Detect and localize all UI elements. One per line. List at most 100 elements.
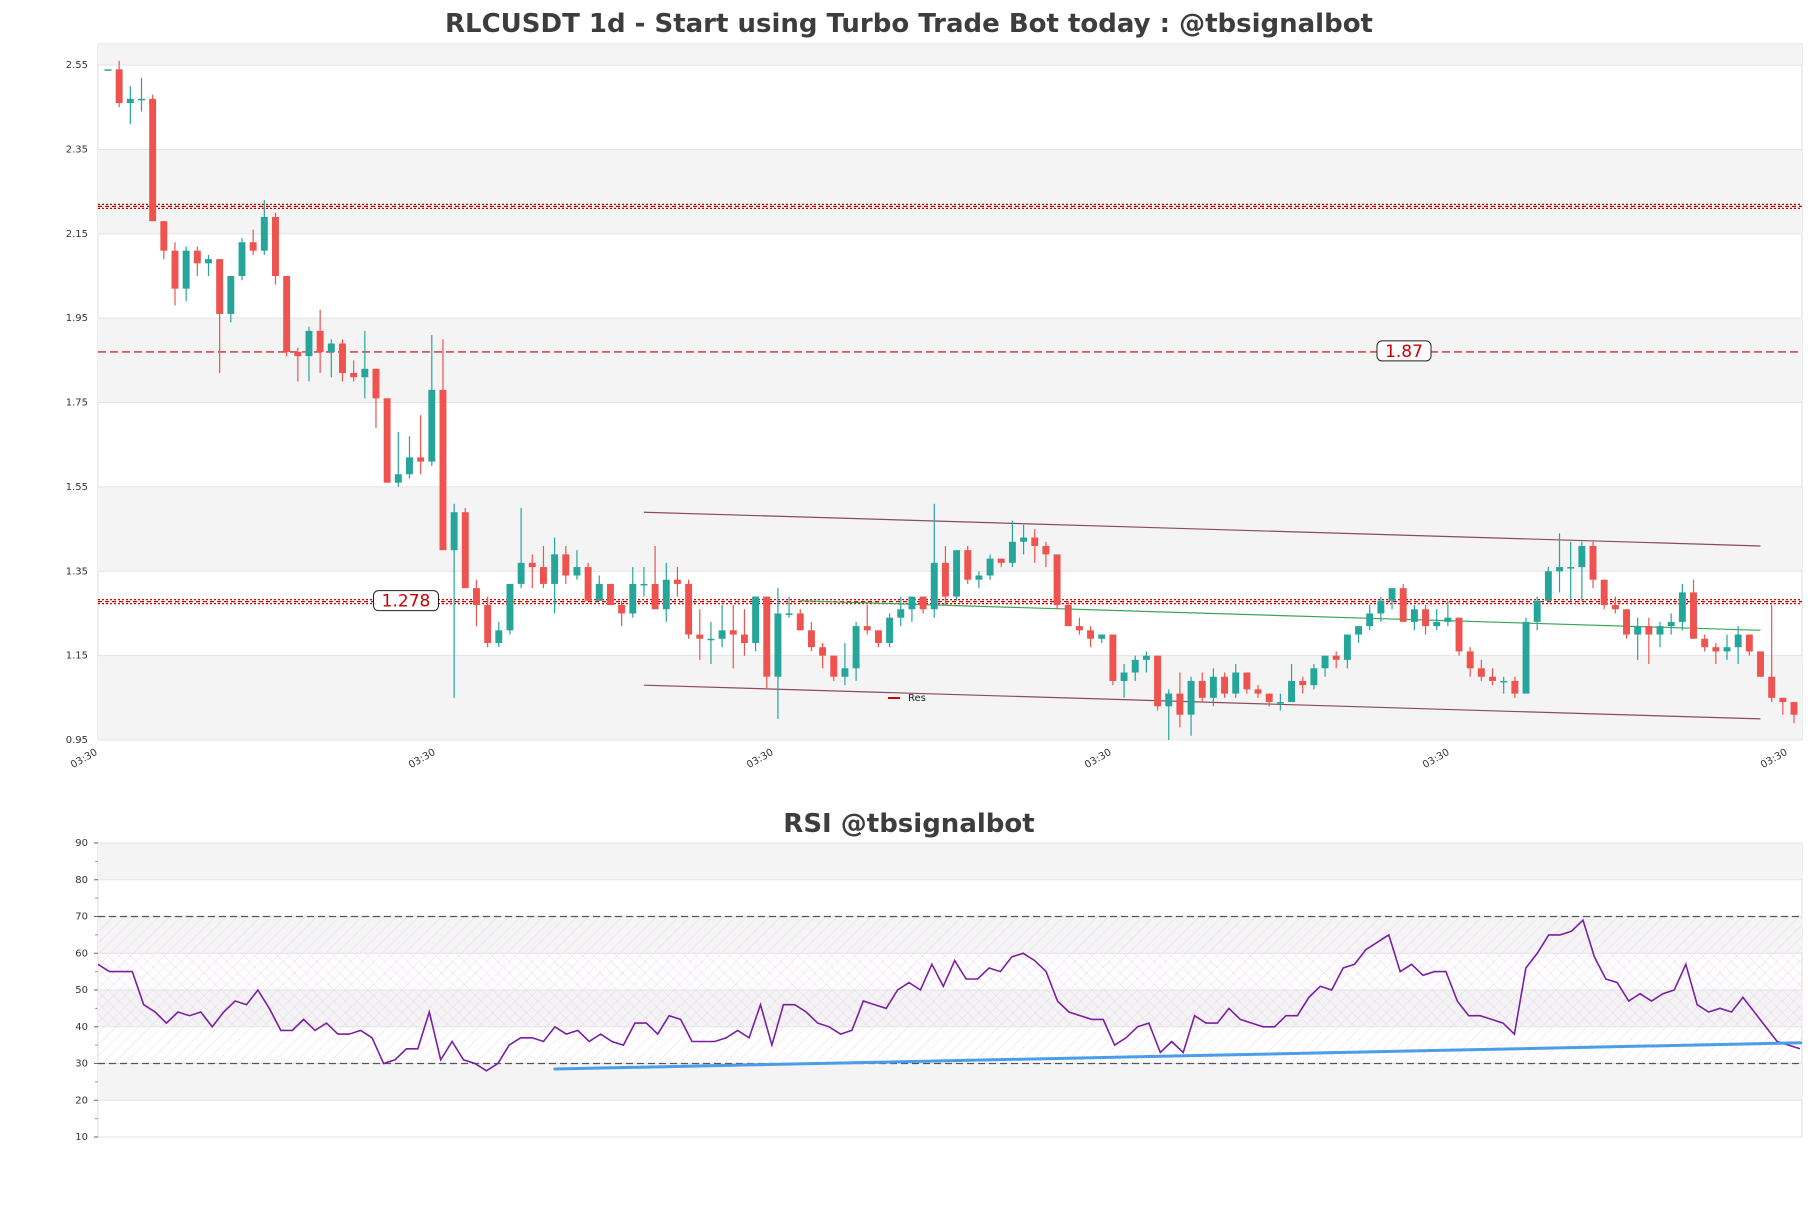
grid-band (98, 318, 1802, 403)
x-tick-label: 03:30 (1759, 747, 1789, 771)
candle-body (361, 368, 369, 378)
candle-body (718, 630, 726, 639)
candle-body (953, 550, 961, 597)
candle-body (1757, 651, 1764, 677)
y-tick-label: 1.35 (66, 566, 88, 577)
candle-body (1734, 634, 1742, 648)
candle-body (908, 596, 916, 610)
candle-body (1221, 676, 1229, 694)
candle-body (941, 562, 949, 597)
main-plot-area: 0.95 1.15 1.35 1.55 1.75 1.95 2.15 2.35 2.55 03:3… (66, 43, 1803, 771)
candle-body (1667, 621, 1675, 627)
y-tick-label: 20 (75, 1095, 88, 1106)
level-label-box (373, 590, 439, 612)
candle-body (1522, 621, 1530, 694)
y-tick-label: 0.95 (66, 735, 88, 746)
candle-body (249, 242, 257, 251)
candle-body (1098, 634, 1106, 639)
candle-body (752, 596, 760, 643)
candle-body (1701, 638, 1709, 648)
candle-body (1444, 617, 1452, 622)
candle-body (450, 512, 458, 551)
candle-body (673, 579, 681, 584)
candle-body (1232, 672, 1240, 694)
candle-body (1366, 613, 1374, 627)
candle-body (484, 605, 492, 643)
candle-body (763, 596, 771, 677)
candle-body (640, 583, 648, 586)
candle-body (1723, 647, 1731, 652)
x-tick-label: 03:30 (745, 747, 775, 771)
candle-body (260, 216, 268, 251)
candle-body (562, 554, 570, 576)
candle-body (216, 259, 224, 314)
candle-body (205, 259, 212, 264)
candle-body (685, 583, 693, 635)
rsi-chart-title: RSI @tbsignalbot (783, 809, 1034, 839)
candle-body (1209, 676, 1217, 698)
candle-body (986, 558, 994, 576)
grid-band (98, 149, 1802, 234)
candle-body (1455, 617, 1463, 652)
candle-body (651, 583, 659, 610)
candle-body (997, 558, 1005, 563)
candle-body (417, 457, 425, 462)
candle-body (1600, 579, 1608, 606)
candle-body (930, 562, 938, 610)
y-tick-label: 1.75 (66, 398, 88, 409)
candle-body (1399, 588, 1407, 622)
y-tick-label: 2.55 (66, 60, 88, 71)
level-label: 1.87 (1385, 342, 1423, 362)
candle-body (305, 330, 313, 357)
candle-body (1645, 626, 1653, 635)
legend: Res (888, 693, 926, 704)
candle-body (1578, 545, 1586, 568)
candle-body (1477, 668, 1485, 677)
candle-body (1131, 659, 1139, 673)
y-tick-label: 2.35 (66, 144, 88, 155)
candle-body (439, 389, 447, 551)
y-tick-label: 70 (75, 912, 88, 923)
candle-body (126, 98, 134, 104)
rsi-trendline (553, 1041, 1802, 1071)
y-tick-label: 2.15 (66, 229, 88, 240)
x-tick-label: 03:30 (1421, 747, 1451, 771)
candle-body (138, 98, 145, 101)
candle-body (1422, 609, 1429, 627)
y-tick-label: 30 (75, 1059, 88, 1070)
candle-body (1254, 689, 1262, 694)
candle-body (160, 221, 168, 251)
candle-body (1120, 672, 1128, 681)
candle-body (383, 398, 391, 483)
candle-body (1154, 655, 1162, 707)
rsi-plot-area: 10 20 30 40 50 60 70 80 90 (75, 838, 1803, 1143)
candle-body (740, 634, 748, 643)
candle-body (1053, 554, 1061, 606)
channel-upper-line (643, 511, 1761, 547)
candle-body (841, 668, 849, 677)
candle-body (819, 647, 827, 656)
candle-body (1020, 537, 1028, 542)
candle-body (785, 613, 793, 615)
candle-body (339, 343, 346, 374)
candle-body (807, 630, 815, 648)
candle-body (1611, 605, 1619, 610)
x-tick-label: 03:30 (69, 747, 99, 771)
candle-body (1243, 672, 1251, 690)
candle-body (1500, 680, 1508, 683)
y-tick-label: 50 (75, 985, 88, 996)
candle-body (1567, 567, 1575, 569)
level-label: 1.278 (382, 592, 431, 612)
candle-body (1466, 651, 1474, 669)
candle-body (1087, 630, 1095, 639)
candle-body (1779, 697, 1787, 703)
candle-body (1176, 693, 1184, 715)
grid-band (98, 655, 1802, 740)
candle-body (1433, 621, 1441, 627)
candle-body (662, 579, 670, 610)
candle-body (506, 583, 514, 631)
candle-body (316, 330, 324, 352)
candle-body (1310, 668, 1318, 686)
level-label-box (1376, 340, 1432, 362)
candle-body (149, 98, 157, 222)
